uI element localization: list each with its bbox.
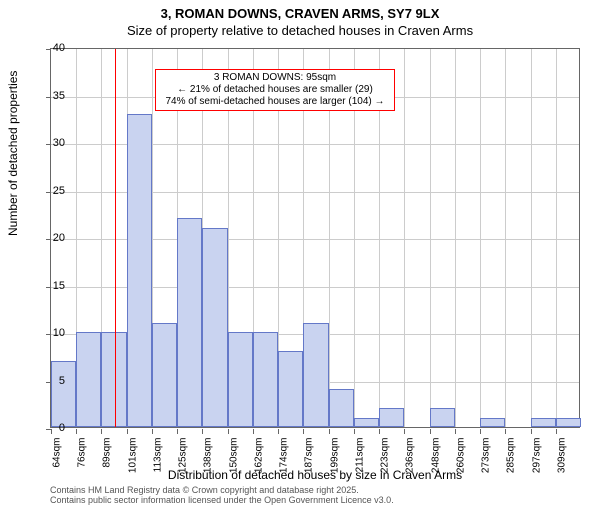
histogram-bar (354, 418, 379, 428)
gridline-vertical (505, 49, 506, 427)
xtick-mark (531, 429, 532, 434)
chart-container: 64sqm76sqm89sqm101sqm113sqm125sqm138sqm1… (50, 48, 580, 428)
gridline-vertical (455, 49, 456, 427)
histogram-bar (531, 418, 556, 428)
xtick-mark (152, 429, 153, 434)
plot-area: 64sqm76sqm89sqm101sqm113sqm125sqm138sqm1… (50, 48, 580, 428)
xtick-mark (379, 429, 380, 434)
xtick-mark (127, 429, 128, 434)
histogram-bar (329, 389, 354, 427)
histogram-bar (556, 418, 581, 428)
x-axis-label: Distribution of detached houses by size … (50, 468, 580, 482)
annotation-box: 3 ROMAN DOWNS: 95sqm← 21% of detached ho… (155, 69, 395, 111)
xtick-mark (76, 429, 77, 434)
histogram-bar (202, 228, 227, 428)
footer-line-1: Contains HM Land Registry data © Crown c… (50, 485, 359, 495)
xtick-mark (455, 429, 456, 434)
xtick-mark (228, 429, 229, 434)
gridline-vertical (430, 49, 431, 427)
xtick-mark (430, 429, 431, 434)
xtick-mark (101, 429, 102, 434)
histogram-bar (430, 408, 455, 427)
histogram-bar (101, 332, 126, 427)
histogram-bar (51, 361, 76, 428)
ytick-label: 5 (35, 375, 65, 387)
xtick-mark (480, 429, 481, 434)
xtick-mark (329, 429, 330, 434)
ytick-label: 25 (35, 185, 65, 197)
histogram-bar (278, 351, 303, 427)
histogram-bar (379, 408, 404, 427)
gridline-vertical (480, 49, 481, 427)
xtick-mark (202, 429, 203, 434)
xtick-mark (253, 429, 254, 434)
ytick-label: 20 (35, 232, 65, 244)
histogram-bar (152, 323, 177, 428)
reference-line (115, 49, 116, 427)
xtick-mark (505, 429, 506, 434)
histogram-bar (76, 332, 101, 427)
histogram-bar (303, 323, 328, 428)
xtick-mark (556, 429, 557, 434)
gridline-vertical (404, 49, 405, 427)
ytick-label: 35 (35, 90, 65, 102)
histogram-bar (228, 332, 253, 427)
xtick-mark (404, 429, 405, 434)
xtick-mark (303, 429, 304, 434)
ytick-label: 40 (35, 42, 65, 54)
histogram-bar (177, 218, 202, 427)
gridline-vertical (556, 49, 557, 427)
xtick-mark (354, 429, 355, 434)
annotation-line: 3 ROMAN DOWNS: 95sqm (160, 72, 390, 84)
histogram-bar (253, 332, 278, 427)
histogram-bar (127, 114, 152, 428)
annotation-line: 74% of semi-detached houses are larger (… (160, 96, 390, 108)
ytick-label: 0 (35, 422, 65, 434)
xtick-mark (177, 429, 178, 434)
footer-line-2: Contains public sector information licen… (50, 495, 394, 505)
ytick-label: 30 (35, 137, 65, 149)
chart-title-main: 3, ROMAN DOWNS, CRAVEN ARMS, SY7 9LX (0, 6, 600, 21)
histogram-bar (480, 418, 505, 428)
y-axis-label: Number of detached properties (6, 71, 20, 236)
ytick-label: 10 (35, 327, 65, 339)
ytick-label: 15 (35, 280, 65, 292)
xtick-mark (278, 429, 279, 434)
gridline-vertical (531, 49, 532, 427)
annotation-line: ← 21% of detached houses are smaller (29… (160, 84, 390, 96)
chart-title-sub: Size of property relative to detached ho… (0, 23, 600, 38)
